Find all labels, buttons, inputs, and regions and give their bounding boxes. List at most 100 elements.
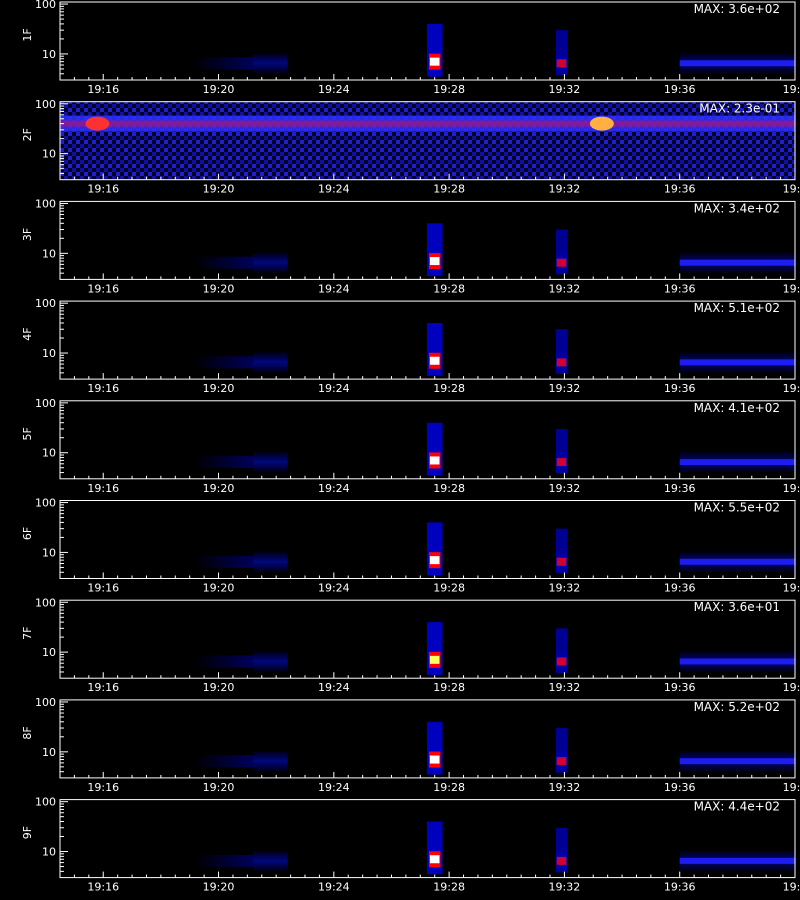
panel-label: 8F xyxy=(21,726,34,739)
event-tail xyxy=(193,555,254,568)
x-tick-label: 19:16 xyxy=(87,881,119,894)
event-core xyxy=(679,60,795,67)
max-value-label: MAX: 5.2e+02 xyxy=(694,700,780,714)
event-mid xyxy=(556,757,567,766)
y-tick-label: 10 xyxy=(42,546,56,559)
event-column xyxy=(555,229,568,275)
event-core xyxy=(679,758,795,765)
x-tick-label: 19:36 xyxy=(664,282,696,295)
x-tick-label: 19:24 xyxy=(318,582,350,595)
event-mid xyxy=(556,657,567,666)
event-peak xyxy=(429,556,440,565)
event-core xyxy=(679,558,795,565)
x-tick-label: 19:24 xyxy=(318,482,350,495)
x-tick-label: 19:32 xyxy=(549,382,581,395)
panel-frame xyxy=(59,200,796,280)
max-value-label: MAX: 3.4e+02 xyxy=(694,201,780,215)
x-tick-label: 19:16 xyxy=(87,482,119,495)
x-tick-label: 19:28 xyxy=(433,781,465,794)
x-tick-label: 19:20 xyxy=(203,781,235,794)
x-tick-label: 19:4 xyxy=(783,582,800,595)
x-tick-label: 19:4 xyxy=(783,83,800,96)
x-tick-label: 19:4 xyxy=(783,681,800,694)
y-tick-label: 100 xyxy=(35,696,56,709)
panel-label: 1F xyxy=(21,28,34,41)
y-tick-label: 100 xyxy=(35,596,56,609)
x-tick-label: 19:16 xyxy=(87,282,119,295)
event-tail xyxy=(193,854,254,867)
x-tick-label: 19:24 xyxy=(318,781,350,794)
y-tick-label: 100 xyxy=(35,0,56,11)
x-tick-label: 19:28 xyxy=(433,582,465,595)
event-envelope xyxy=(253,651,288,672)
x-tick-label: 19:28 xyxy=(433,482,465,495)
max-value-label: MAX: 2.3e-01 xyxy=(699,102,780,116)
panel-9F: 100 10 19:16 19:20 19:24 19:28 19:32 19:36 19:4 9… xyxy=(21,796,800,894)
x-tick-label: 19:32 xyxy=(549,183,581,196)
y-tick-label: 100 xyxy=(35,197,56,210)
event-mid xyxy=(556,258,567,267)
x-tick-label: 19:24 xyxy=(318,183,350,196)
x-tick-label: 19:24 xyxy=(318,83,350,96)
event-mid xyxy=(556,59,567,68)
x-tick-label: 19:32 xyxy=(549,282,581,295)
event-core xyxy=(679,459,795,466)
x-tick-label: 19:28 xyxy=(433,183,465,196)
panel-1F: 100 10 19:16 19:20 19:24 19:28 19:32 19:36 19:4 1… xyxy=(21,0,800,96)
event-peak xyxy=(429,257,440,266)
event-envelope xyxy=(253,452,288,473)
y-tick-label: 10 xyxy=(42,347,56,360)
event-column xyxy=(555,827,568,873)
event-mid xyxy=(556,856,567,865)
event-core xyxy=(679,259,795,266)
burst-hotspot xyxy=(85,116,110,131)
event-tail xyxy=(193,655,254,668)
event-envelope xyxy=(253,551,288,572)
event-peak xyxy=(429,57,440,66)
event-core xyxy=(679,359,795,366)
event-envelope xyxy=(253,53,288,74)
x-tick-label: 19:24 xyxy=(318,382,350,395)
panel-label: 2F xyxy=(21,128,34,141)
panel-3F: 100 10 19:16 19:20 19:24 19:28 19:32 19:36 19:4 3… xyxy=(21,197,800,295)
x-tick-label: 19:4 xyxy=(783,781,800,794)
x-tick-label: 19:28 xyxy=(433,681,465,694)
x-tick-label: 19:36 xyxy=(664,681,696,694)
event-tail xyxy=(193,755,254,768)
event-column xyxy=(555,628,568,674)
panel-label: 5F xyxy=(21,427,34,440)
x-tick-label: 19:36 xyxy=(664,582,696,595)
event-peak xyxy=(429,456,440,465)
x-tick-label: 19:24 xyxy=(318,881,350,894)
x-tick-label: 19:24 xyxy=(318,282,350,295)
event-envelope xyxy=(253,252,288,273)
event-peak xyxy=(429,356,440,365)
max-value-label: MAX: 5.1e+02 xyxy=(694,301,780,315)
y-tick-label: 100 xyxy=(35,397,56,410)
x-tick-label: 19:32 xyxy=(549,781,581,794)
panel-background xyxy=(60,101,795,180)
max-value-label: MAX: 3.6e+01 xyxy=(694,600,780,614)
x-tick-label: 19:16 xyxy=(87,183,119,196)
x-tick-label: 19:16 xyxy=(87,382,119,395)
panel-label: 9F xyxy=(21,826,34,839)
max-value-label: MAX: 5.5e+02 xyxy=(694,501,780,515)
event-column xyxy=(555,728,568,773)
y-tick-label: 10 xyxy=(42,48,56,61)
event-tail xyxy=(193,256,254,269)
panel-frame xyxy=(59,300,796,380)
event-column xyxy=(555,329,568,374)
x-tick-label: 19:16 xyxy=(87,781,119,794)
panel-8F: 100 10 19:16 19:20 19:24 19:28 19:32 19:36 19:4 8… xyxy=(21,696,800,794)
y-tick-label: 10 xyxy=(42,746,56,759)
panel-4F: 100 10 19:16 19:20 19:24 19:28 19:32 19:36 19:4 4… xyxy=(21,297,800,395)
event-peak xyxy=(429,655,440,664)
event-tail xyxy=(193,456,254,469)
x-tick-label: 19:32 xyxy=(549,582,581,595)
x-tick-label: 19:28 xyxy=(433,881,465,894)
y-tick-label: 100 xyxy=(35,497,56,510)
event-peak xyxy=(429,755,440,764)
event-column xyxy=(555,428,568,474)
broadband-core xyxy=(60,120,795,127)
x-tick-label: 19:16 xyxy=(87,681,119,694)
